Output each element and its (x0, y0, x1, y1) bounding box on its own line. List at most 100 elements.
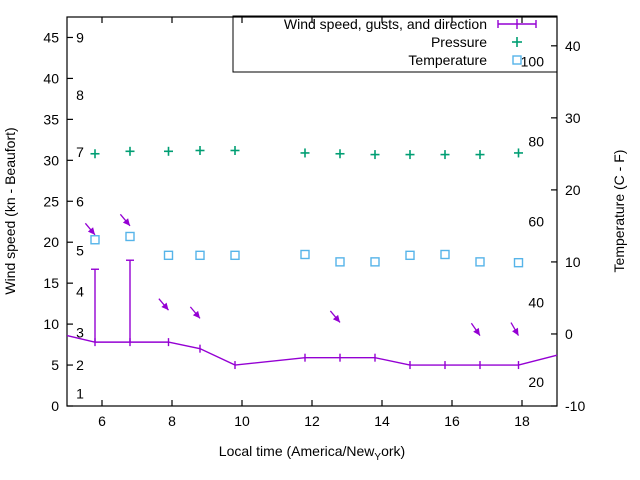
beaufort-label: 8 (76, 87, 84, 103)
pressure-marker (300, 148, 310, 158)
fahrenheit-scale-labels: 20 40 60 80 100 (521, 54, 545, 391)
wind-speed-line (66, 334, 558, 366)
right-tick-label: 30 (565, 110, 581, 126)
legend-box (232, 15, 558, 73)
pressure-marker (164, 146, 173, 156)
x-tick-label: 8 (168, 413, 176, 429)
x-tick-label: 18 (514, 413, 530, 429)
x-axis-tick-labels: 6 8 10 12 14 16 18 (98, 413, 530, 429)
y2-axis-title: Temperature (C - F) (611, 150, 627, 273)
legend-temperature-square (512, 55, 522, 65)
right-tick-label: 10 (565, 254, 581, 270)
pressure-marker (90, 149, 100, 159)
pressure-marker (230, 145, 240, 155)
legend-marker-temperature (512, 55, 522, 65)
right-axis-tick-labels: -10 0 10 20 30 40 (565, 38, 585, 414)
wind-direction-arrow (470, 322, 481, 336)
wind-direction-arrow (158, 298, 169, 311)
x-axis-title-underscore: Y (374, 452, 381, 463)
pressure-marker (405, 150, 415, 160)
beaufort-label: 9 (76, 29, 84, 45)
pressure-marker (335, 149, 345, 159)
left-tick-label: 20 (43, 234, 59, 250)
series-wind-gusts (91, 259, 134, 343)
right-tick-label: 0 (565, 326, 573, 342)
pressure-marker (475, 150, 485, 160)
pressure-marker (440, 150, 450, 160)
right-axis-ticks (551, 45, 557, 407)
temperature-marker (163, 250, 174, 261)
beaufort-label: 5 (76, 242, 84, 258)
left-tick-label: 10 (43, 316, 59, 332)
right-tick-label: -10 (565, 398, 585, 414)
temperature-marker (513, 257, 524, 268)
temperature-marker (195, 250, 205, 261)
fahrenheit-label: 40 (528, 294, 544, 310)
temperature-marker (370, 257, 380, 267)
beaufort-label: 2 (76, 357, 84, 373)
left-tick-label: 45 (43, 29, 59, 45)
wind-direction-arrow (189, 306, 201, 319)
pressure-marker (195, 145, 205, 155)
x-axis-title-main: Local time (America/New (219, 443, 375, 459)
legend-item-pressure-label: Pressure (431, 34, 487, 50)
pressure-marker (514, 148, 523, 158)
x-axis-title-tail: ork) (381, 443, 405, 459)
wind-direction-arrow (510, 322, 520, 336)
left-axis-ticks (67, 36, 73, 407)
legend-item-wind-label: Wind speed, gusts, and direction (284, 16, 487, 32)
beaufort-label: 1 (76, 386, 84, 402)
legend-item-temperature-label: Temperature (408, 52, 487, 68)
left-tick-label: 35 (43, 111, 59, 127)
left-tick-label: 40 (43, 70, 59, 86)
beaufort-label: 4 (76, 283, 84, 299)
x-tick-label: 10 (234, 413, 250, 429)
x-tick-label: 6 (98, 413, 106, 429)
temperature-marker (335, 257, 345, 267)
fahrenheit-label: 60 (528, 214, 544, 230)
beaufort-label: 7 (76, 144, 84, 160)
temperature-marker (405, 250, 415, 261)
left-tick-label: 5 (51, 357, 59, 373)
beaufort-label: 6 (76, 193, 84, 209)
temperature-marker (125, 231, 135, 242)
series-wind-direction-arrows (84, 213, 520, 336)
series-pressure (90, 145, 523, 160)
left-axis-tick-labels: 0 5 10 15 20 25 30 35 40 45 (43, 29, 59, 414)
beaufort-label: 3 (76, 324, 84, 340)
series-temperature (90, 231, 524, 268)
x-axis-ticks (101, 17, 523, 406)
x-axis-title: Local time (America/NewYork) (219, 443, 405, 463)
fahrenheit-label: 80 (528, 134, 544, 150)
x-tick-label: 16 (444, 413, 460, 429)
fahrenheit-label: 20 (528, 374, 544, 390)
left-tick-label: 25 (43, 193, 59, 209)
x-tick-label: 14 (374, 413, 390, 429)
fahrenheit-label: 100 (521, 54, 545, 70)
left-tick-label: 15 (43, 275, 59, 291)
temperature-marker (300, 249, 310, 260)
wind-direction-arrow (329, 310, 341, 323)
legend: Wind speed, gusts, and direction Pressur… (232, 15, 558, 73)
temperature-marker (90, 235, 100, 245)
beaufort-scale-labels: 1 2 3 4 5 6 7 8 9 (76, 29, 84, 401)
right-tick-label: 20 (565, 182, 581, 198)
temperature-marker (230, 250, 240, 261)
temperature-marker (475, 257, 485, 267)
wind-direction-arrow (84, 222, 96, 236)
series-wind-speed (66, 334, 558, 370)
left-tick-label: 0 (51, 398, 59, 414)
temperature-marker (440, 249, 450, 260)
legend-marker-pressure (512, 37, 522, 47)
right-tick-label: 40 (565, 38, 581, 54)
wind-direction-arrow (119, 213, 131, 227)
x-tick-label: 12 (304, 413, 320, 429)
left-tick-label: 30 (43, 152, 59, 168)
pressure-marker (125, 146, 135, 156)
pressure-marker (370, 150, 380, 160)
y-axis-title: Wind speed (kn - Beaufort) (2, 127, 18, 294)
legend-marker-wind (497, 19, 537, 29)
